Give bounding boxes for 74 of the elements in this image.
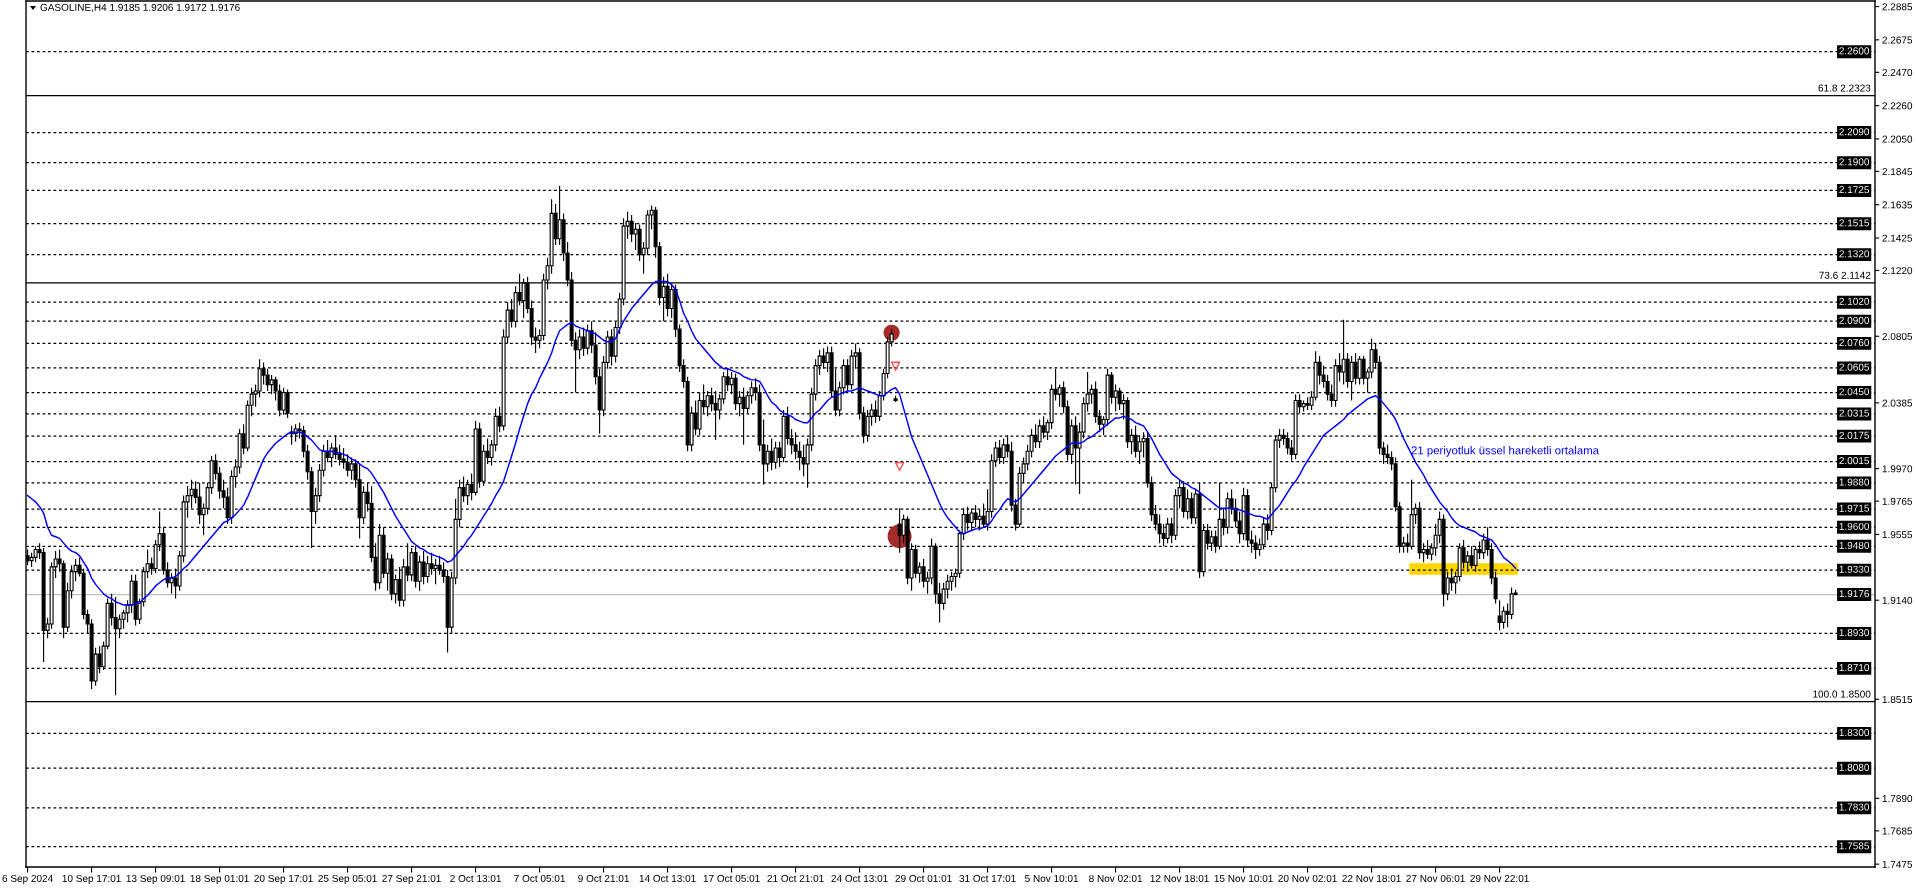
x-tick-label: 8 Nov 02:01: [1089, 874, 1143, 882]
chart-title: GASOLINE,H4 1.9185 1.9206 1.9172 1.9176: [40, 3, 240, 13]
ref-line-label: 1.8300: [1839, 728, 1870, 737]
ref-line-label: 2.1020: [1839, 297, 1870, 305]
y-tick-label: 2.2050: [1882, 135, 1913, 143]
y-tick-label: 1.9765: [1882, 497, 1913, 505]
ref-line-label: 2.0315: [1839, 409, 1870, 417]
x-tick-label: 14 Oct 13:01: [639, 874, 696, 882]
x-tick-label: 7 Oct 05:01: [514, 874, 565, 882]
ref-line-label: 2.0175: [1839, 431, 1870, 439]
ref-line-label: 1.9600: [1839, 522, 1870, 530]
y-tick-label: 2.0805: [1882, 332, 1913, 340]
series-label: 21 periyotluk üssel hareketli ortalama: [1411, 446, 1600, 457]
ref-line-label: 61.8 2.2323: [1818, 84, 1871, 92]
ref-line-label: 2.0605: [1839, 363, 1870, 371]
ref-line-label: 2.1900: [1839, 158, 1870, 166]
ref-line-label: 1.9715: [1839, 504, 1870, 512]
y-tick-label: 2.0385: [1882, 399, 1913, 407]
y-tick-label: 1.7890: [1882, 795, 1913, 803]
x-tick-label: 27 Nov 06:01: [1406, 874, 1465, 882]
x-tick-label: 20 Nov 02:01: [1278, 874, 1337, 882]
y-tick-label: 1.7685: [1882, 827, 1913, 835]
y-tick-label: 1.9555: [1882, 531, 1913, 539]
x-tick-label: 17 Oct 05:01: [703, 874, 760, 882]
ref-line-label: 2.0760: [1839, 339, 1870, 347]
y-tick-label: 2.2885: [1882, 3, 1913, 11]
ref-line-label: 2.2090: [1839, 128, 1870, 136]
y-tick-label: 1.9970: [1882, 465, 1913, 473]
x-tick-label: 20 Sep 17:01: [254, 874, 313, 884]
y-tick-label: 1.8515: [1882, 695, 1913, 704]
x-tick-label: 27 Sep 21:01: [382, 874, 441, 884]
x-tick-label: 29 Nov 22:01: [1470, 874, 1529, 882]
y-tick-label: 2.2260: [1882, 102, 1913, 110]
x-tick-label: 15 Nov 10:01: [1214, 874, 1273, 882]
ref-line-label: 2.1725: [1839, 186, 1870, 194]
ref-line-label: 2.0450: [1839, 388, 1870, 396]
y-tick-label: 2.1845: [1882, 168, 1913, 176]
x-tick-label: 13 Sep 09:01: [126, 874, 185, 884]
ref-line-label: 1.8930: [1839, 629, 1870, 637]
x-tick-label: 10 Sep 17:01: [62, 874, 121, 884]
x-tick-label: 2 Oct 13:01: [450, 874, 501, 882]
x-tick-label: 21 Oct 21:01: [767, 874, 824, 882]
ref-line-label: 1.7830: [1839, 803, 1870, 811]
ref-line-label: 1.8080: [1839, 763, 1870, 771]
ref-line-label: 1.9480: [1839, 541, 1870, 549]
y-tick-label: 2.1635: [1882, 201, 1913, 209]
x-tick-label: 24 Oct 13:01: [831, 874, 888, 882]
ref-line-label: 2.0015: [1839, 457, 1870, 465]
ref-line-label: 2.1320: [1839, 250, 1870, 258]
x-tick-label: 29 Oct 01:01: [895, 874, 952, 882]
ref-line-label: 2.2600: [1839, 47, 1870, 55]
x-tick-label: 22 Nov 18:01: [1342, 874, 1401, 882]
ref-line-label: 1.7585: [1839, 842, 1870, 850]
y-tick-label: 2.2675: [1882, 36, 1913, 44]
ref-line-label: 1.9176: [1839, 590, 1870, 598]
ref-line-label: 1.8710: [1839, 663, 1870, 672]
x-tick-label: 9 Oct 21:01: [578, 874, 629, 882]
ref-line-label: 2.0900: [1839, 316, 1870, 324]
y-tick-label: 2.1220: [1882, 267, 1913, 275]
ref-line-label: 73.6 2.1142: [1819, 271, 1871, 279]
y-tick-label: 1.9140: [1882, 596, 1913, 604]
ref-line-label: 1.9330: [1839, 565, 1870, 573]
y-tick-label: 2.1425: [1882, 234, 1913, 242]
ref-line-label: 100.0 1.8500: [1813, 690, 1871, 698]
x-tick-label: 25 Sep 05:01: [318, 874, 377, 884]
x-tick-label: 6 Sep 2024: [2, 874, 53, 884]
x-tick-label: 18 Sep 01:01: [190, 874, 249, 884]
y-tick-label: 2.2470: [1882, 68, 1913, 77]
x-tick-label: 12 Nov 18:01: [1150, 874, 1209, 882]
ref-line-label: 1.9880: [1839, 478, 1870, 486]
x-tick-label: 31 Oct 17:01: [959, 874, 1016, 882]
x-tick-label: 5 Nov 10:01: [1025, 874, 1079, 882]
ref-line-label: 2.1515: [1839, 219, 1870, 227]
y-tick-label: 1.7475: [1882, 860, 1913, 868]
